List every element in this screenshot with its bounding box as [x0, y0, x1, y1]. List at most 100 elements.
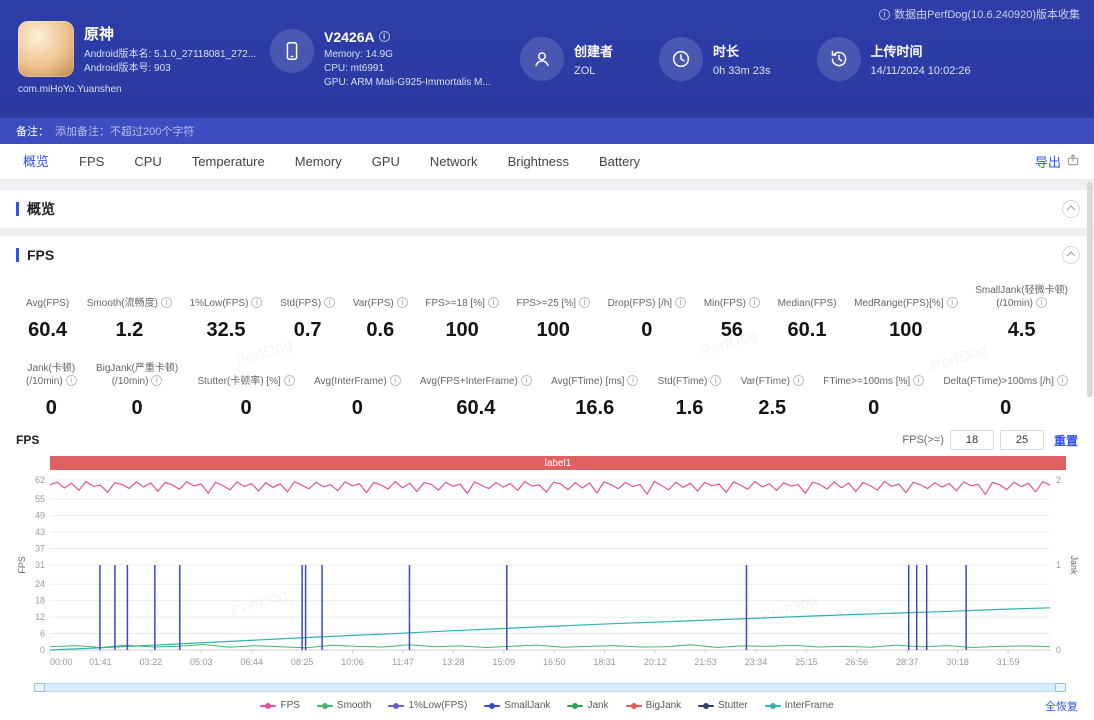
info-icon[interactable]: i — [748, 297, 760, 308]
creator-block: 创建者 ZOL — [520, 37, 613, 81]
info-icon[interactable]: i — [65, 375, 77, 386]
tab-Brightness[interactable]: Brightness — [507, 153, 569, 169]
metric-medrange-fps: MedRange(FPS)[%] i 100 — [854, 282, 958, 342]
fps-section-header: FPS — [0, 236, 1094, 274]
info-icon[interactable]: i — [946, 297, 958, 308]
info-icon[interactable]: i — [1056, 375, 1068, 386]
tab-GPU[interactable]: GPU — [371, 153, 400, 169]
legend-label: Jank — [587, 700, 609, 711]
collapse-fps-button[interactable] — [1062, 246, 1080, 264]
app-version-code: Android版本号: 903 — [84, 63, 171, 74]
legend-item-Stutter[interactable]: Stutter — [698, 700, 748, 711]
metric-value-smalljank: 4.5 — [1007, 319, 1036, 341]
metric-avg-ftime: Avg(FTime) [ms] i 16.6 — [551, 360, 639, 420]
svg-text:25:15: 25:15 — [795, 657, 818, 667]
legend-item-1%Low(FPS)[interactable]: 1%Low(FPS) — [388, 700, 467, 711]
page-scrollbar-thumb[interactable] — [1087, 182, 1093, 397]
legend-marker — [316, 702, 333, 709]
info-icon[interactable]: i — [675, 297, 687, 308]
fps-section-title: FPS — [27, 247, 55, 263]
legend-item-FPS[interactable]: FPS — [260, 700, 300, 711]
legend-marker — [567, 702, 584, 709]
device-info-icon[interactable]: i — [378, 31, 390, 42]
info-icon[interactable]: i — [913, 375, 925, 386]
info-icon[interactable]: i — [710, 375, 722, 386]
info-icon[interactable]: i — [151, 375, 163, 386]
clock-icon — [659, 37, 704, 81]
tab-Battery[interactable]: Battery — [598, 153, 641, 169]
svg-text:26:56: 26:56 — [846, 657, 869, 667]
info-icon[interactable]: i — [793, 375, 805, 386]
info-icon[interactable]: i — [324, 297, 336, 308]
device-block: V2426A i Memory: 14.9G CPU: mt6991 GPU: … — [270, 28, 520, 90]
metric-min-fps: Min(FPS) i 56 — [704, 282, 760, 342]
info-icon[interactable]: i — [627, 375, 639, 386]
export-icon — [1066, 153, 1080, 170]
export-button[interactable]: 导出 — [1035, 152, 1080, 171]
tab-Temperature[interactable]: Temperature — [191, 153, 265, 169]
app-icon — [18, 21, 74, 77]
note-placeholder[interactable]: 添加备注：不超过200个字符 — [55, 126, 195, 138]
info-icon[interactable]: i — [160, 297, 172, 308]
restore-all-button[interactable]: 全恢复 — [1045, 701, 1078, 713]
tab-CPU[interactable]: CPU — [134, 153, 162, 169]
app-version-name: Android版本名: 5.1.0_27118081_272... — [84, 49, 257, 60]
metric-value-fps-ge-18: 100 — [445, 319, 479, 341]
tab-概览[interactable]: 概览 — [23, 153, 50, 169]
metric-std-fps: Std(FPS) i 0.7 — [280, 282, 336, 342]
info-icon[interactable]: i — [520, 375, 532, 386]
range-handle-left[interactable] — [34, 683, 45, 692]
overview-section-title: 概览 — [27, 201, 55, 217]
tab-FPS[interactable]: FPS — [79, 153, 105, 169]
svg-text:24: 24 — [35, 579, 45, 589]
legend-item-BigJank[interactable]: BigJank — [625, 700, 681, 711]
tab-Network[interactable]: Network — [429, 153, 478, 169]
history-clock-icon — [816, 37, 861, 81]
svg-text:18:31: 18:31 — [593, 657, 616, 667]
legend-label: SmallJank — [504, 700, 551, 711]
section-gap — [0, 180, 1094, 190]
info-icon: i — [879, 8, 891, 20]
creator-value: ZOL — [574, 65, 596, 77]
legend-item-InterFrame[interactable]: InterFrame — [764, 700, 834, 711]
info-icon[interactable]: i — [251, 297, 263, 308]
phone-icon — [270, 28, 314, 73]
metric-value-min-fps: 56 — [720, 319, 743, 341]
fps-threshold-high-input[interactable] — [999, 430, 1044, 450]
tab-Memory[interactable]: Memory — [294, 153, 342, 169]
fps-chart-area[interactable]: 0 6 12 18 24 31 37 43 49 55 62 0 1 2 00:00 01:41 03:22 05… — [0, 472, 1094, 681]
info-icon[interactable]: i — [396, 297, 408, 308]
fps-threshold-low-input[interactable] — [949, 430, 994, 450]
reset-button[interactable]: 重置 — [1053, 433, 1078, 448]
chart-legend: FPS Smooth 1%Low(FPS) SmallJank Jank BigJank S… — [0, 695, 1094, 713]
metric-value-ftime-ge-100: 0 — [868, 397, 880, 419]
duration-block: 时长 0h 33m 23s — [659, 37, 771, 81]
info-icon[interactable]: i — [283, 375, 295, 386]
metric-jank: Jank(卡顿) (/10min) i 0 — [26, 363, 77, 419]
legend-item-SmallJank[interactable]: SmallJank — [484, 700, 550, 711]
metric-avg-fps: Avg(FPS) 60.4 — [26, 298, 70, 341]
legend-item-Smooth[interactable]: Smooth — [316, 700, 371, 711]
info-icon[interactable]: i — [578, 297, 590, 308]
tab-bar-tabs: 概览 FPS CPU Temperature Memory GPU Network Brigh… — [8, 144, 655, 180]
legend-label: InterFrame — [784, 700, 834, 711]
range-handle-right[interactable] — [1055, 683, 1066, 692]
metric-delta-ftime: Delta(FTime)>100ms [/h] i 0 — [943, 360, 1068, 420]
info-icon[interactable]: i — [487, 297, 499, 308]
svg-text:18: 18 — [35, 596, 45, 606]
info-icon[interactable]: i — [389, 375, 401, 386]
svg-text:03:22: 03:22 — [140, 657, 163, 667]
note-bar[interactable]: 备注： 添加备注：不超过200个字符 — [0, 118, 1094, 144]
svg-text:2: 2 — [1056, 475, 1061, 485]
info-icon[interactable]: i — [1035, 297, 1047, 308]
tab-bar: 概览 FPS CPU Temperature Memory GPU Network Brigh… — [0, 144, 1094, 180]
metric-avg-fps-interframe: Avg(FPS+InterFrame) i 60.4 — [420, 360, 532, 420]
legend-items: FPS Smooth 1%Low(FPS) SmallJank Jank BigJank S… — [260, 700, 834, 711]
chart-range-scrollbar[interactable] — [34, 683, 1066, 692]
chart-label-band[interactable]: label1 — [50, 456, 1066, 470]
collapse-overview-button[interactable] — [1062, 200, 1080, 218]
svg-text:55: 55 — [35, 494, 45, 504]
legend-item-Jank[interactable]: Jank — [567, 700, 609, 711]
